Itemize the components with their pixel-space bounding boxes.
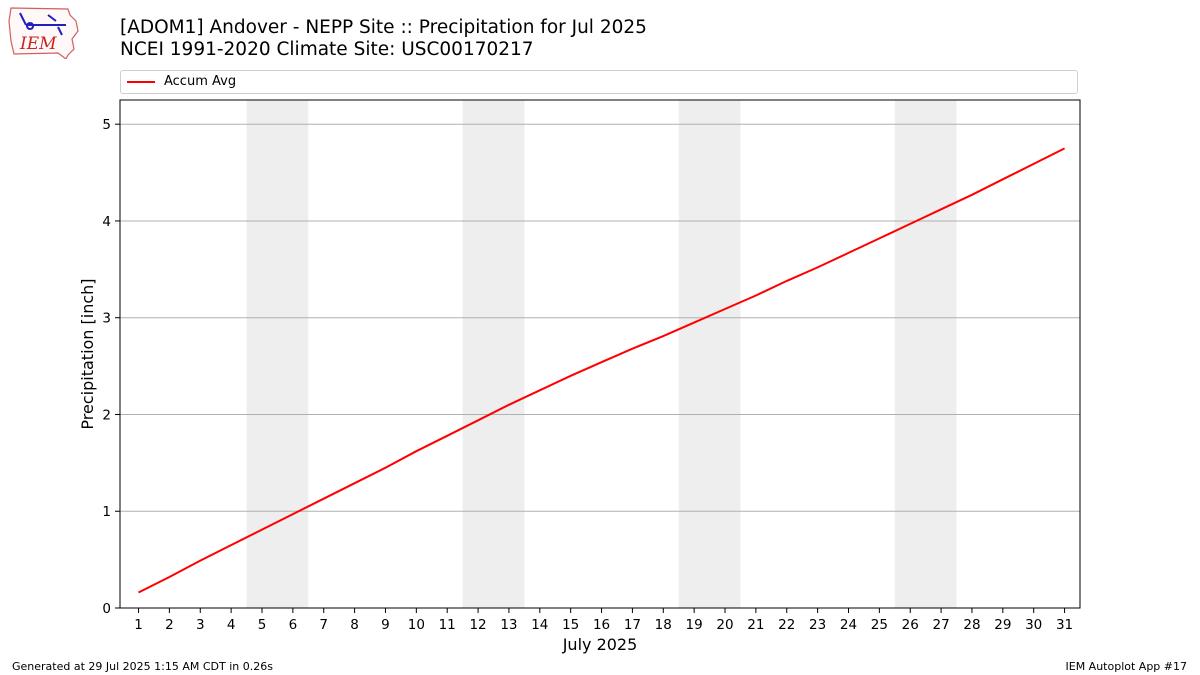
chart-title: [ADOM1] Andover - NEPP Site :: Precipita… bbox=[120, 17, 647, 38]
x-tick-label-18: 18 bbox=[655, 617, 672, 633]
x-tick-label-27: 27 bbox=[932, 617, 949, 633]
x-tick-label-11: 11 bbox=[439, 617, 456, 633]
x-tick-label-2: 2 bbox=[165, 617, 174, 633]
x-tick-label-10: 10 bbox=[408, 617, 425, 633]
weekend-shading bbox=[246, 100, 957, 608]
x-tick-label-14: 14 bbox=[531, 617, 548, 633]
x-tick-label-9: 9 bbox=[381, 617, 390, 633]
iem-logo: IEM bbox=[8, 7, 79, 59]
x-tick-label-29: 29 bbox=[994, 617, 1011, 633]
x-tick-label-21: 21 bbox=[747, 617, 764, 633]
plot-area bbox=[119, 99, 1081, 609]
app-credit: IEM Autoplot App #17 bbox=[1065, 660, 1188, 673]
x-tick-label-8: 8 bbox=[350, 617, 359, 633]
x-tick-label-12: 12 bbox=[469, 617, 486, 633]
y-axis-label: Precipitation [inch] bbox=[78, 278, 97, 429]
weekend-shade-1 bbox=[462, 100, 525, 608]
x-tick-label-30: 30 bbox=[1025, 617, 1042, 633]
x-tick-label-25: 25 bbox=[871, 617, 888, 633]
y-axis: 0 1 2 3 4 5 bbox=[102, 117, 120, 617]
y-tick-label-3: 3 bbox=[102, 311, 111, 327]
x-tick-label-16: 16 bbox=[593, 617, 610, 633]
y-tick-label-5: 5 bbox=[102, 117, 111, 133]
x-tick-label-6: 6 bbox=[289, 617, 298, 633]
y-tick-label-0: 0 bbox=[102, 601, 111, 617]
legend-swatch-accum-avg bbox=[127, 81, 155, 83]
x-tick-label-24: 24 bbox=[840, 617, 857, 633]
x-tick-label-7: 7 bbox=[319, 617, 328, 633]
series-line-accum-avg bbox=[138, 147, 1066, 594]
legend: Accum Avg bbox=[120, 70, 1078, 94]
x-tick-label-31: 31 bbox=[1056, 617, 1073, 633]
weekend-shade-3 bbox=[894, 100, 957, 608]
x-axis: 1 2 3 4 5 6 7 8 9 10 11 12 13 14 15 16 17 18 19 20 21 22 23 24 2… bbox=[134, 608, 1073, 633]
x-tick-label-19: 19 bbox=[686, 617, 703, 633]
weekend-shade-2 bbox=[678, 100, 741, 608]
x-tick-label-17: 17 bbox=[624, 617, 641, 633]
x-tick-label-3: 3 bbox=[196, 617, 205, 633]
generated-timestamp: Generated at 29 Jul 2025 1:15 AM CDT in … bbox=[12, 660, 273, 673]
logo-text: IEM bbox=[19, 34, 57, 54]
x-tick-label-1: 1 bbox=[134, 617, 143, 633]
iowa-state-outline-icon bbox=[8, 7, 79, 59]
x-tick-label-13: 13 bbox=[500, 617, 517, 633]
weather-vane-icon bbox=[19, 12, 66, 36]
x-tick-label-4: 4 bbox=[227, 617, 236, 633]
y-gridlines bbox=[120, 123, 1080, 609]
legend-entry-accum-avg: Accum Avg bbox=[164, 74, 237, 89]
y-tick-label-2: 2 bbox=[102, 407, 111, 423]
x-tick-label-20: 20 bbox=[716, 617, 733, 633]
weekend-shade-0 bbox=[246, 100, 309, 608]
chart-subtitle: NCEI 1991-2020 Climate Site: USC00170217 bbox=[120, 39, 534, 60]
y-tick-label-4: 4 bbox=[102, 214, 111, 230]
x-tick-label-26: 26 bbox=[902, 617, 919, 633]
y-tick-label-1: 1 bbox=[102, 504, 111, 520]
x-tick-label-15: 15 bbox=[562, 617, 579, 633]
x-tick-label-22: 22 bbox=[778, 617, 795, 633]
x-axis-label: July 2025 bbox=[562, 635, 638, 654]
x-tick-label-5: 5 bbox=[258, 617, 267, 633]
x-tick-label-28: 28 bbox=[963, 617, 980, 633]
x-tick-label-23: 23 bbox=[809, 617, 826, 633]
